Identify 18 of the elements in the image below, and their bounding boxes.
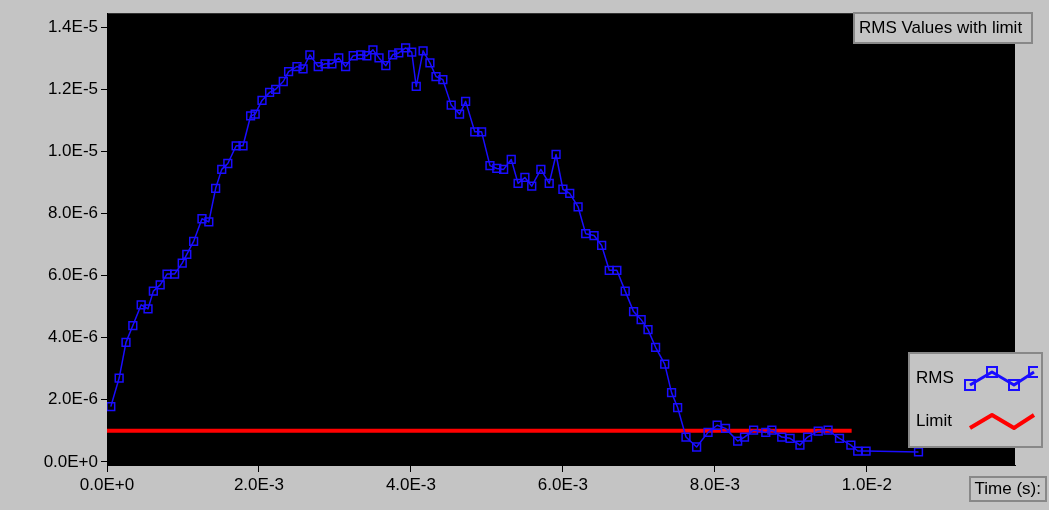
x-tick-label: 8.0E-3 <box>689 474 740 494</box>
x-tick-label: 2.0E-3 <box>233 474 285 494</box>
x-tick-label: 4.0E-3 <box>385 474 436 494</box>
x-tick-label: 0.0E+0 <box>79 474 135 494</box>
y-tick-label: 2.0E-6 <box>47 389 98 409</box>
chart-title: RMS Values with limit <box>853 12 1033 44</box>
y-tick-label: 8.0E-6 <box>47 203 98 223</box>
y-tick-label: 1.2E-5 <box>47 78 98 98</box>
x-tick-label: 6.0E-3 <box>537 474 588 494</box>
y-tick-label: 1.0E-5 <box>47 141 98 161</box>
y-tick-label: 4.0E-6 <box>47 327 98 347</box>
x-tick-label: 1.0E-2 <box>841 474 892 494</box>
y-tick-label: 0.0E+0 <box>43 451 98 471</box>
legend-label: RMS <box>916 368 954 388</box>
y-tick-label: 6.0E-6 <box>47 265 98 285</box>
x-axis-title: Time (s): <box>968 476 1047 502</box>
y-tick-label: 1.4E-5 <box>47 16 98 36</box>
legend-label: Limit <box>916 411 952 431</box>
